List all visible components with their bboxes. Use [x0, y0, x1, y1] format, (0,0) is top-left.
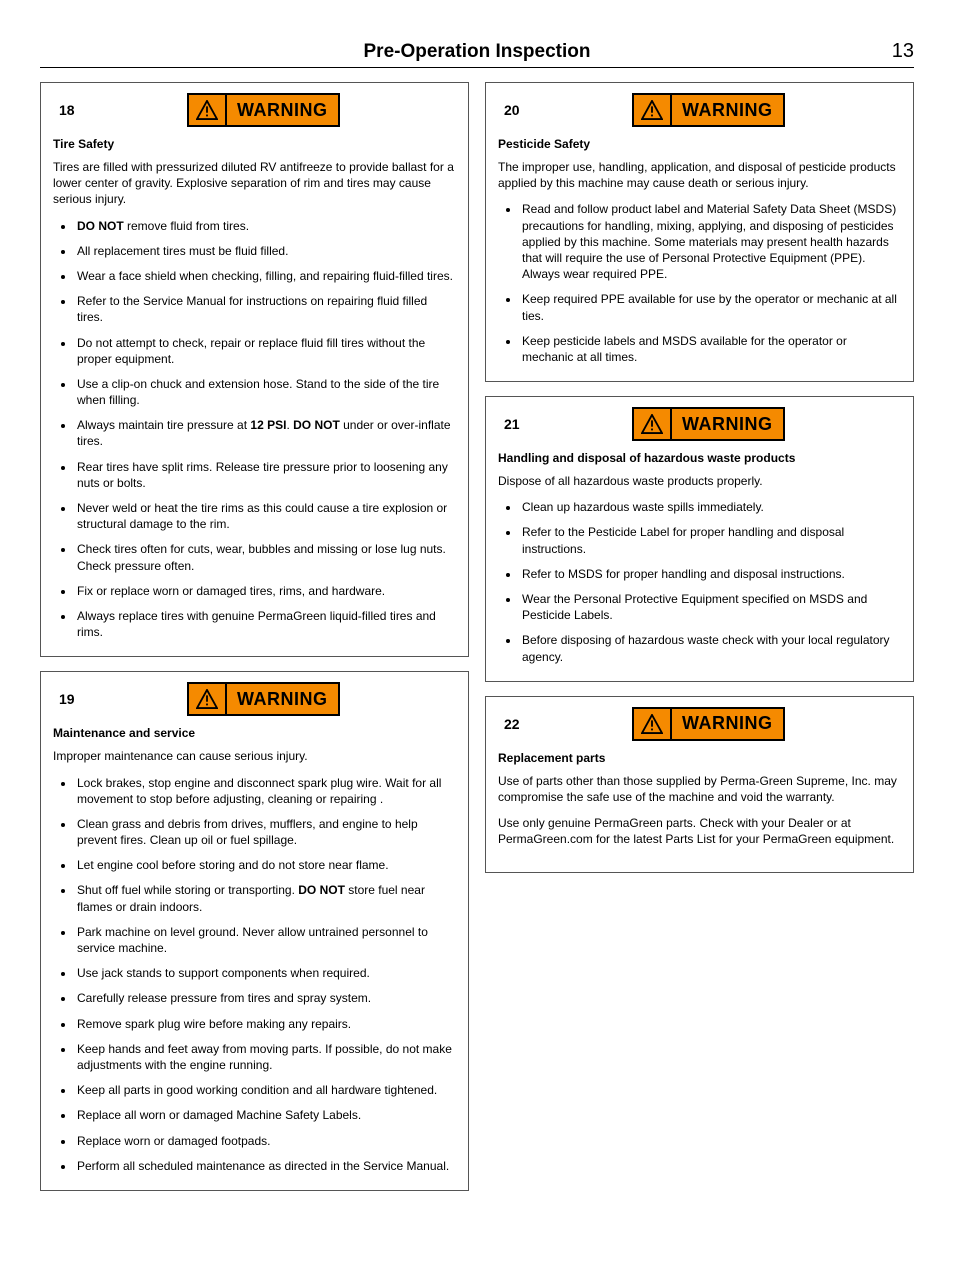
right-column: 20 WARNING Pesticide Safety The improper … [485, 82, 914, 1205]
card-intro: Improper maintenance can cause serious i… [53, 748, 456, 764]
card-header: 19 WARNING [53, 682, 456, 716]
bullet-item: Rear tires have split rims. Release tire… [75, 459, 456, 491]
left-column: 18 WARNING Tire Safety Tires are filled w… [40, 82, 469, 1205]
card-header: 18 WARNING [53, 93, 456, 127]
warning-card-21: 21 WARNING Handling and disposal of haza… [485, 396, 914, 682]
content-columns: 18 WARNING Tire Safety Tires are filled w… [40, 82, 914, 1205]
warning-text: WARNING [672, 95, 783, 125]
warning-icon [634, 409, 672, 439]
warning-card-20: 20 WARNING Pesticide Safety The improper … [485, 82, 914, 382]
warning-text: WARNING [227, 684, 338, 714]
bullet-item: Perform all scheduled maintenance as dir… [75, 1158, 456, 1174]
bullet-item: Never weld or heat the tire rims as this… [75, 500, 456, 532]
card-number: 21 [498, 416, 520, 432]
bullet-item: Use a clip-on chuck and extension hose. … [75, 376, 456, 408]
warning-icon [189, 95, 227, 125]
warning-card-22: 22 WARNING Replacement parts Use of parts… [485, 696, 914, 873]
card-intro: The improper use, handling, application,… [498, 159, 901, 191]
bullet-item: All replacement tires must be fluid fill… [75, 243, 456, 259]
page-number: 13 [874, 40, 914, 63]
card-number: 20 [498, 102, 520, 118]
bullet-item: Let engine cool before storing and do no… [75, 857, 456, 873]
bullet-list: Read and follow product label and Materi… [498, 201, 901, 365]
warning-card-19: 19 WARNING Maintenance and service Improp… [40, 671, 469, 1191]
bullet-item: Check tires often for cuts, wear, bubble… [75, 541, 456, 573]
warning-badge: WARNING [632, 707, 785, 741]
bullet-item: Before disposing of hazardous waste chec… [520, 632, 901, 664]
warning-badge: WARNING [632, 93, 785, 127]
bullet-item: Keep hands and feet away from moving par… [75, 1041, 456, 1073]
bullet-item: Keep all parts in good working condition… [75, 1082, 456, 1098]
bullet-item: DO NOT remove fluid from tires. [75, 218, 456, 234]
warning-icon [189, 684, 227, 714]
card-number: 22 [498, 716, 520, 732]
bullet-item: Carefully release pressure from tires an… [75, 990, 456, 1006]
bullet-item: Lock brakes, stop engine and disconnect … [75, 775, 456, 807]
card-number: 19 [53, 691, 75, 707]
page-title: Pre-Operation Inspection [80, 41, 874, 63]
bullet-item: Replace all worn or damaged Machine Safe… [75, 1107, 456, 1123]
bullet-item: Keep required PPE available for use by t… [520, 291, 901, 323]
card-intro: Use of parts other than those supplied b… [498, 773, 901, 805]
page-header: Pre-Operation Inspection 13 [40, 40, 914, 68]
card-header: 20 WARNING [498, 93, 901, 127]
bullet-item: Always replace tires with genuine PermaG… [75, 608, 456, 640]
page: Pre-Operation Inspection 13 18 WARNING T… [0, 0, 954, 1265]
bullet-item: Do not attempt to check, repair or repla… [75, 335, 456, 367]
bullet-list: Lock brakes, stop engine and disconnect … [53, 775, 456, 1174]
bullet-item: Use jack stands to support components wh… [75, 965, 456, 981]
card-intro: Dispose of all hazardous waste products … [498, 473, 901, 489]
bullet-item: Fix or replace worn or damaged tires, ri… [75, 583, 456, 599]
bullet-item: Shut off fuel while storing or transport… [75, 882, 456, 914]
bullet-item: Replace worn or damaged footpads. [75, 1133, 456, 1149]
bullet-item: Keep pesticide labels and MSDS available… [520, 333, 901, 365]
card-header: 22 WARNING [498, 707, 901, 741]
bullet-item: Refer to MSDS for proper handling and di… [520, 566, 901, 582]
bullet-item: Wear the Personal Protective Equipment s… [520, 591, 901, 623]
warning-text: WARNING [672, 709, 783, 739]
card-subhead: Maintenance and service [53, 726, 456, 740]
bullet-item: Remove spark plug wire before making any… [75, 1016, 456, 1032]
bullet-item: Clean grass and debris from drives, muff… [75, 816, 456, 848]
bullet-item: Read and follow product label and Materi… [520, 201, 901, 282]
warning-icon [634, 709, 672, 739]
bullet-list: Clean up hazardous waste spills immediat… [498, 499, 901, 665]
bullet-item: Park machine on level ground. Never allo… [75, 924, 456, 956]
bullet-item: Wear a face shield when checking, fillin… [75, 268, 456, 284]
warning-text: WARNING [672, 409, 783, 439]
warning-text: WARNING [227, 95, 338, 125]
card-subhead: Tire Safety [53, 137, 456, 151]
warning-badge: WARNING [187, 682, 340, 716]
bullet-list: DO NOT remove fluid from tires. All repla… [53, 218, 456, 641]
card-number: 18 [53, 102, 75, 118]
card-subhead: Replacement parts [498, 751, 901, 765]
bullet-item: Always maintain tire pressure at 12 PSI.… [75, 417, 456, 449]
card-subhead: Handling and disposal of hazardous waste… [498, 451, 901, 465]
bullet-item: Refer to the Service Manual for instruct… [75, 293, 456, 325]
card-intro: Tires are filled with pressurized dilute… [53, 159, 456, 208]
card-intro-2: Use only genuine PermaGreen parts. Check… [498, 815, 901, 847]
card-header: 21 WARNING [498, 407, 901, 441]
bullet-item: Refer to the Pesticide Label for proper … [520, 524, 901, 556]
warning-badge: WARNING [632, 407, 785, 441]
card-subhead: Pesticide Safety [498, 137, 901, 151]
warning-card-18: 18 WARNING Tire Safety Tires are filled w… [40, 82, 469, 657]
bullet-item: Clean up hazardous waste spills immediat… [520, 499, 901, 515]
warning-icon [634, 95, 672, 125]
warning-badge: WARNING [187, 93, 340, 127]
